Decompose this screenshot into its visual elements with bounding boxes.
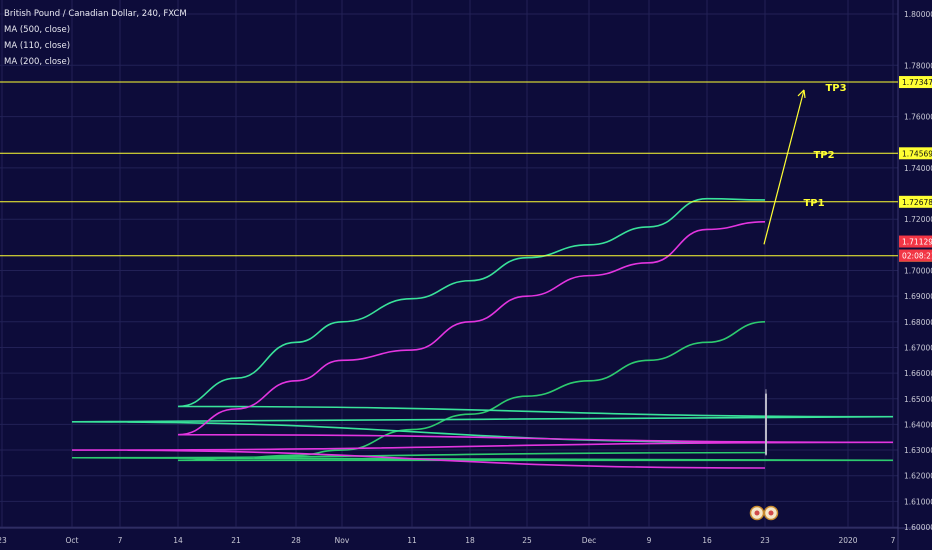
ma200-line (71, 220, 894, 469)
y-tick-label: 1.78000 (904, 61, 932, 70)
x-tick-label: 7 (891, 536, 896, 545)
y-tick-label: 1.69000 (904, 292, 932, 301)
level-price-label: 1.77347 (902, 78, 932, 87)
x-tick-label: 21 (231, 536, 241, 545)
y-tick-label: 1.80000 (904, 10, 932, 19)
level-price-label: 1.72678 (902, 198, 932, 207)
x-tick-label: 16 (702, 536, 712, 545)
x-tick-label: 23 (0, 536, 7, 545)
annotation-tp3: TP3 (825, 83, 846, 94)
y-tick-label: 1.61000 (904, 497, 932, 506)
y-tick-label: 1.66000 (904, 369, 932, 378)
level-price-label: 1.74569 (902, 149, 932, 158)
x-tick-label: Dec (582, 536, 597, 545)
annotation-tp2: TP2 (813, 150, 834, 161)
events-icon-dot (754, 510, 760, 516)
y-tick-label: 1.74000 (904, 164, 932, 173)
level-price-badge (899, 195, 932, 208)
y-tick-label: 1.60000 (904, 523, 932, 532)
chart-legend: British Pound / Canadian Dollar, 240, FX… (4, 6, 187, 70)
y-tick-label: 1.76000 (904, 113, 932, 122)
projection-arrow-shaft[interactable] (763, 89, 805, 245)
x-tick-label: 25 (522, 536, 532, 545)
x-tick-label: Oct (66, 536, 79, 545)
countdown-label: 02:08:21 (902, 252, 932, 261)
annotation-tp1: TP1 (803, 198, 824, 209)
y-tick-label: 1.63000 (904, 446, 932, 455)
y-tick-label: 1.65000 (904, 395, 932, 404)
x-tick-label: 18 (465, 536, 475, 545)
x-tick-label: Nov (335, 536, 350, 545)
ma110-line (71, 197, 894, 444)
x-tick-label: 9 (647, 536, 652, 545)
x-tick-label: 2020 (838, 536, 857, 545)
x-tick-label: 28 (291, 536, 301, 545)
y-tick-label: 1.67000 (904, 343, 932, 352)
y-tick-label: 1.70000 (904, 267, 932, 276)
y-tick-label: 1.68000 (904, 318, 932, 327)
level-price-badge (899, 76, 932, 89)
y-tick-label: 1.72000 (904, 215, 932, 224)
legend-ma200[interactable]: MA (200, close) (4, 57, 71, 67)
current-price-badge (899, 235, 932, 248)
x-tick-label: 7 (118, 536, 123, 545)
projection-arrow-head (797, 89, 806, 99)
y-tick-label: 1.62000 (904, 472, 932, 481)
price-candle (765, 393, 767, 455)
current-price-label: 1.71129 (902, 238, 932, 247)
ma500-line (71, 321, 894, 462)
countdown-badge (899, 249, 932, 262)
x-tick-label: 23 (760, 536, 770, 545)
x-tick-label: 11 (407, 536, 417, 545)
y-tick-label: 1.64000 (904, 420, 932, 429)
chart-title[interactable]: British Pound / Canadian Dollar, 240, FX… (4, 9, 187, 19)
legend-ma110[interactable]: MA (110, close) (4, 41, 71, 51)
level-price-badge (899, 147, 932, 160)
events-icon-dot (768, 510, 774, 516)
legend-ma500[interactable]: MA (500, close) (4, 25, 71, 35)
x-tick-label: 14 (173, 536, 183, 545)
